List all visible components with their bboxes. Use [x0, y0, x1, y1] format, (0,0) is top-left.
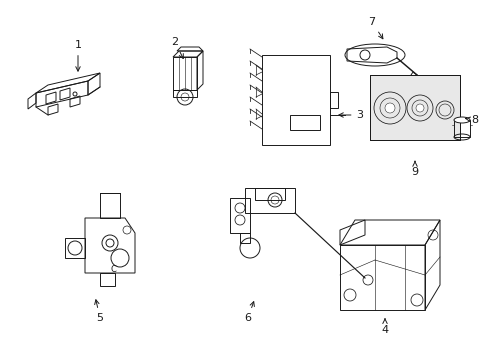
Text: 6: 6: [244, 302, 254, 323]
Text: 3: 3: [338, 110, 363, 120]
Ellipse shape: [453, 117, 469, 123]
Text: 9: 9: [410, 161, 418, 177]
Text: 8: 8: [465, 115, 478, 125]
Circle shape: [384, 103, 394, 113]
Bar: [369, 75, 459, 140]
Text: 4: 4: [381, 319, 388, 335]
Text: 5: 5: [95, 300, 103, 323]
Text: C: C: [110, 266, 116, 274]
Circle shape: [415, 104, 423, 112]
Text: 7: 7: [367, 17, 382, 39]
Text: 2: 2: [171, 37, 183, 59]
Bar: [369, 75, 459, 140]
Text: 1: 1: [74, 40, 81, 71]
